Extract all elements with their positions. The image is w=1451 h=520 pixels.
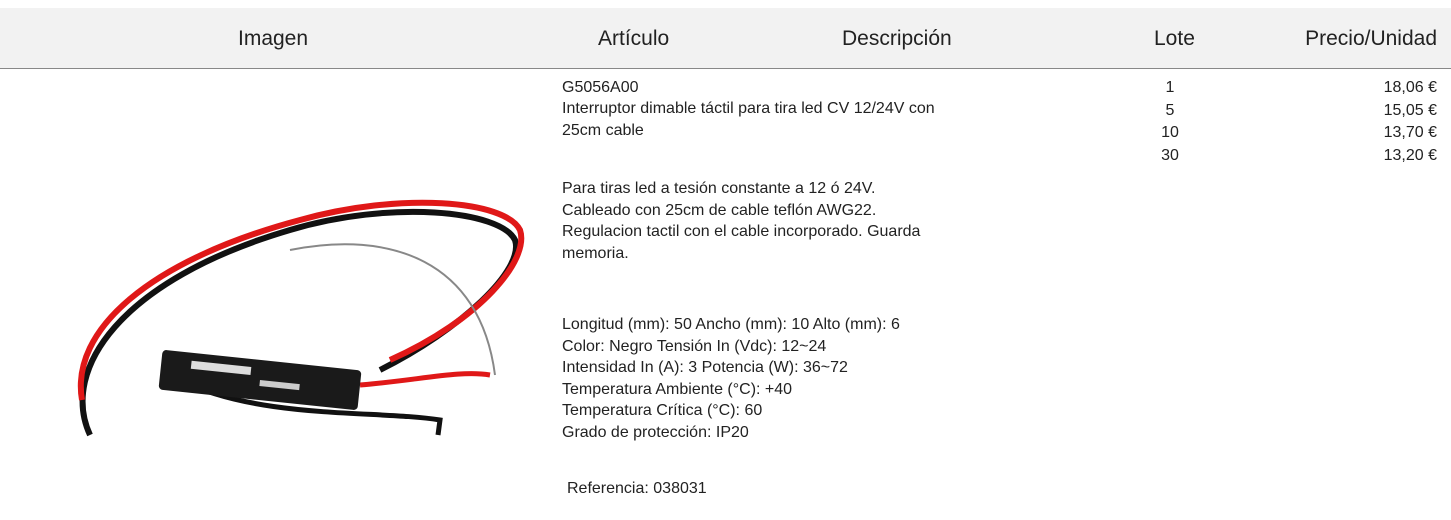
header-cell: Precio/Unidad (1305, 27, 1437, 50)
lot-price: 13,20 € (1383, 146, 1437, 164)
table-header (0, 8, 1451, 69)
spec-line: Intensidad In (A): 3 Potencia (W): 36~72 (562, 359, 848, 376)
lot-quantity: 1 (1165, 79, 1175, 96)
description-line: Para tiras led a tesión constante a 12 ó… (562, 180, 876, 197)
cable-red-2 (359, 371, 491, 388)
lot-quantity: 10 (1161, 124, 1179, 141)
title-lines: Interruptor dimable táctil para tira led… (562, 98, 935, 141)
product-image (77, 199, 525, 437)
lot-quantity: 5 (1165, 101, 1175, 119)
lot-price: 15,05 € (1383, 101, 1437, 119)
lot-price: 13,70 € (1383, 124, 1437, 141)
spec-line: Grado de protección: IP20 (562, 423, 749, 441)
lot-price: 18,06 € (1383, 79, 1437, 96)
spec-line: Temperatura Ambiente (°C): +40 (562, 380, 793, 398)
reference: Referencia: 038031 (567, 480, 707, 497)
spec-line: Temperatura Crítica (°C): 60 (562, 402, 763, 419)
header-cell: Lote (1154, 27, 1195, 50)
header-cell: Artículo (598, 27, 670, 50)
cable-red (77, 199, 525, 401)
description-lines: Para tiras led a tesión constante a 12 ó… (562, 178, 920, 264)
description-line: Regulacion tactil con el cable incorpora… (562, 223, 921, 240)
header-cell: Imagen (238, 27, 309, 50)
spec-lines: Longitud (mm): 50 Ancho (mm): 10 Alto (m… (562, 314, 900, 443)
spec-line: Longitud (mm): 50 Ancho (mm): 10 Alto (m… (562, 316, 900, 333)
label (190, 360, 252, 375)
header-cell: Descripción (842, 27, 952, 50)
description-line: memoria. (562, 244, 629, 262)
cable-grey (289, 243, 496, 376)
label (259, 380, 300, 391)
description-line: Cableado con 25cm de cable teflón AWG22. (562, 201, 877, 219)
spec-line: Color: Negro Tensión In (Vdc): 12~24 (562, 337, 827, 355)
article-code: G5056A00 (562, 79, 639, 96)
title-line: 25cm cable (562, 121, 644, 139)
title-line: Interruptor dimable táctil para tira led… (562, 100, 935, 117)
lot-quantity: 30 (1161, 146, 1179, 164)
